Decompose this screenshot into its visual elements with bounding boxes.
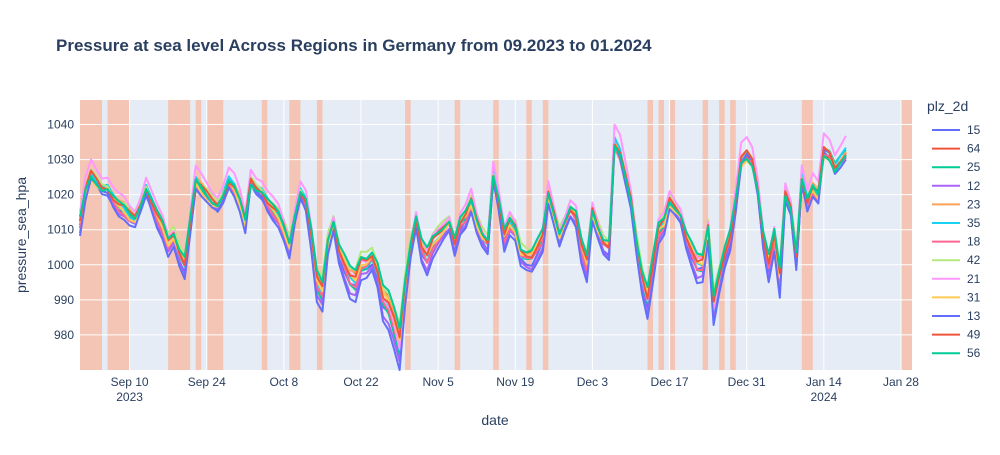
legend-label: 13 xyxy=(967,309,981,323)
x-tick-label: Sep 10 xyxy=(111,375,149,389)
highlight-band xyxy=(261,100,268,370)
highlight-band xyxy=(493,100,499,370)
legend-label: 21 xyxy=(967,272,981,286)
legend-label: 15 xyxy=(967,123,981,137)
highlight-band xyxy=(124,100,130,370)
highlight-band xyxy=(900,100,912,370)
highlight-band xyxy=(316,100,323,370)
x-tick-label: Oct 8 xyxy=(270,375,299,389)
x-tick-label: Oct 22 xyxy=(343,375,379,389)
x-tick-label: Jan 28 xyxy=(883,375,919,389)
x-tick-year-label: 2024 xyxy=(810,390,837,404)
legend-label: 42 xyxy=(967,253,981,267)
legend-label: 25 xyxy=(967,160,981,174)
highlight-band xyxy=(801,100,813,370)
y-tick-label: 990 xyxy=(54,293,74,307)
highlight-band xyxy=(107,100,125,370)
y-axis-label: pressure_sea_hpa xyxy=(13,177,29,293)
x-tick-year-label: 2023 xyxy=(116,390,143,404)
series-line-13 xyxy=(79,143,847,371)
x-tick-label: Nov 19 xyxy=(496,375,534,389)
legend-item-31[interactable]: 31 xyxy=(932,290,981,304)
highlight-band xyxy=(647,100,654,370)
y-tick-label: 1020 xyxy=(47,188,74,202)
legend-label: 31 xyxy=(967,290,981,304)
x-tick-label: Jan 14 xyxy=(806,375,842,389)
legend-item-23[interactable]: 23 xyxy=(932,197,981,211)
highlight-band xyxy=(669,100,676,370)
legend-label: 64 xyxy=(967,142,981,156)
legend-item-35[interactable]: 35 xyxy=(932,216,981,230)
legend-item-64[interactable]: 64 xyxy=(932,142,981,156)
legend-title: plz_2d xyxy=(927,98,968,114)
legend-label: 18 xyxy=(967,235,981,249)
series-lines xyxy=(79,123,847,371)
x-tick-label: Dec 3 xyxy=(577,375,609,389)
legend-label: 49 xyxy=(967,328,981,342)
legend-item-25[interactable]: 25 xyxy=(932,160,981,174)
legend-item-13[interactable]: 13 xyxy=(932,309,981,323)
legend-item-21[interactable]: 21 xyxy=(932,272,981,286)
x-tick-label: Sep 24 xyxy=(188,375,226,389)
highlight-band xyxy=(289,100,301,370)
x-tick-label: Nov 5 xyxy=(422,375,454,389)
highlight-band xyxy=(405,100,411,370)
highlight-band xyxy=(719,100,725,370)
legend[interactable]: 15 64 25 12 23 35 18 42 21 31 13 49 56 xyxy=(932,123,981,360)
legend-item-15[interactable]: 15 xyxy=(932,123,981,137)
legend-item-56[interactable]: 56 xyxy=(932,346,981,360)
highlight-band xyxy=(168,100,191,370)
chart-title: Pressure at sea level Across Regions in … xyxy=(56,36,652,55)
highlight-band xyxy=(206,100,224,370)
legend-label: 35 xyxy=(967,216,981,230)
legend-item-18[interactable]: 18 xyxy=(932,235,981,249)
legend-label: 12 xyxy=(967,179,981,193)
y-tick-label: 1010 xyxy=(47,223,74,237)
series-line-56 xyxy=(79,145,847,330)
y-tick-label: 980 xyxy=(54,328,74,342)
highlight-band xyxy=(80,100,103,370)
x-tick-label: Dec 17 xyxy=(651,375,689,389)
legend-item-49[interactable]: 49 xyxy=(932,328,981,342)
highlight-band xyxy=(195,100,202,370)
x-tick-label: Dec 31 xyxy=(728,375,766,389)
legend-item-12[interactable]: 12 xyxy=(932,179,981,193)
y-axis-ticks: 980 990 1000 1010 1020 1030 1040 xyxy=(47,118,74,342)
y-tick-label: 1030 xyxy=(47,153,74,167)
plot-area xyxy=(79,100,912,371)
legend-label: 23 xyxy=(967,197,981,211)
legend-label: 56 xyxy=(967,346,981,360)
highlight-band xyxy=(526,100,532,370)
series-line-49 xyxy=(79,143,847,339)
legend-item-42[interactable]: 42 xyxy=(932,253,981,267)
x-axis-label: date xyxy=(481,412,508,428)
y-tick-label: 1040 xyxy=(47,118,74,132)
y-tick-label: 1000 xyxy=(47,258,74,272)
